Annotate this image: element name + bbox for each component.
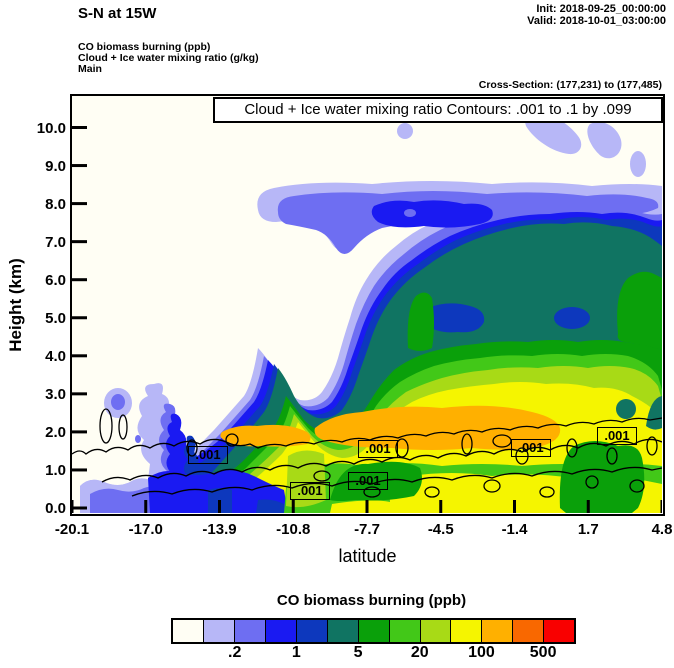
x-tick-label: -1.4 <box>501 521 528 538</box>
co-blob-top-4 <box>630 151 646 177</box>
co-blob-top-1 <box>397 123 413 139</box>
co-orange-core-low <box>220 424 311 447</box>
init-time-label: Init: 2018-09-25_00:00:00 <box>536 3 666 15</box>
x-tick-label: 4.8 <box>651 521 673 538</box>
co-anvil-core-hole <box>404 209 416 217</box>
y-tick-label: 7.0 <box>45 233 66 251</box>
colorbar-cell <box>513 620 545 642</box>
cloud-contour-label: .001 <box>290 482 330 500</box>
x-tick-label: -4.5 <box>427 521 454 538</box>
colorbar-cell <box>265 620 297 642</box>
colorbar-cell <box>358 620 390 642</box>
surface-green-patch-2 <box>559 441 645 513</box>
y-tick-label: 4.0 <box>45 347 66 365</box>
y-tick-label: 3.0 <box>45 385 66 403</box>
contour-range-title: Cloud + Ice water mixing ratio Contours:… <box>213 97 663 123</box>
colorbar <box>171 618 577 644</box>
cloud-contour-label: .001 <box>597 427 637 445</box>
co-green-neck-tongue <box>407 292 434 351</box>
field-legend-cloud-ice: Cloud + Ice water mixing ratio (g/kg) <box>78 52 259 64</box>
cloud-contour-label: .001 <box>511 439 551 457</box>
y-tick-label: 2.0 <box>45 423 66 441</box>
surface-green-patch-1 <box>330 461 422 501</box>
x-tick-label: -17.0 <box>128 521 163 538</box>
colorbar-title: CO biomass burning (ppb) <box>276 592 467 609</box>
colorbar-cell <box>327 620 359 642</box>
x-tick-label: -7.7 <box>354 521 380 538</box>
co-blob-top-3 <box>587 121 622 159</box>
y-tick-label: 6.0 <box>45 271 66 289</box>
cloud-contour-label: .001 <box>358 440 398 458</box>
x-tick-label: -13.9 <box>202 521 237 538</box>
co-navy-intrusion-1 <box>423 303 485 333</box>
detached-violet-core <box>111 394 125 410</box>
colorbar-tick-label: 100 <box>468 644 495 661</box>
cloud-contour-label: .001 <box>188 446 228 464</box>
y-tick-label: 0.0 <box>45 500 66 517</box>
colorbar-cell <box>234 620 266 642</box>
colorbar-cell <box>389 620 421 642</box>
colorbar-cell <box>420 620 452 642</box>
x-tick-label: 1.7 <box>577 521 599 538</box>
co-orange-core-main <box>314 405 561 450</box>
colorbar-cell <box>203 620 235 642</box>
x-tick-label: -10.8 <box>276 521 311 538</box>
colorbar-cell <box>482 620 514 642</box>
colorbar-tick-label: 500 <box>529 644 557 661</box>
field-legend-co: CO biomass burning (ppb) <box>78 41 211 53</box>
x-tick-label: -20.1 <box>54 521 90 538</box>
y-tick-label: 10.0 <box>36 119 66 137</box>
surface-teal-blob <box>616 399 636 419</box>
colorbar-tick-label: 5 <box>353 644 363 661</box>
colorbar-tick-label: 20 <box>410 644 429 661</box>
y-tick-label: 9.0 <box>45 157 66 175</box>
y-tick-label: 5.0 <box>45 309 66 327</box>
colorbar-tick-label: .2 <box>228 644 242 661</box>
colorbar-cell <box>451 620 483 642</box>
valid-time-label: Valid: 2018-10-01_03:00:00 <box>527 15 666 27</box>
surface-navy-strip-2 <box>256 499 284 513</box>
cross-section-label: Cross-Section: (177,231) to (177,485) <box>478 79 662 91</box>
x-axis-title: latitude <box>338 546 397 566</box>
y-tick-label: 8.0 <box>45 195 66 213</box>
model-name-label: Main <box>78 63 102 75</box>
colorbar-tick-label: 1 <box>291 644 301 661</box>
co-band-1-anvil-core <box>371 200 493 228</box>
colorbar-cell <box>173 620 204 642</box>
surface-teal-wedge <box>646 396 662 430</box>
cloud-contour-label: .001 <box>348 472 388 490</box>
page-title: S-N at 15W <box>78 5 157 22</box>
violet-dot <box>135 435 141 443</box>
co-navy-intrusion-2 <box>554 307 590 329</box>
colorbar-cell <box>544 620 575 642</box>
y-tick-label: 1.0 <box>45 461 66 479</box>
cloud-ice-contours <box>72 408 662 498</box>
colorbar-cell <box>296 620 328 642</box>
co-green-right-edge <box>617 271 662 350</box>
cross-section-plot-canvas <box>72 96 662 513</box>
axis-ticks <box>72 126 662 513</box>
surface-ygreen-patch <box>286 450 326 508</box>
